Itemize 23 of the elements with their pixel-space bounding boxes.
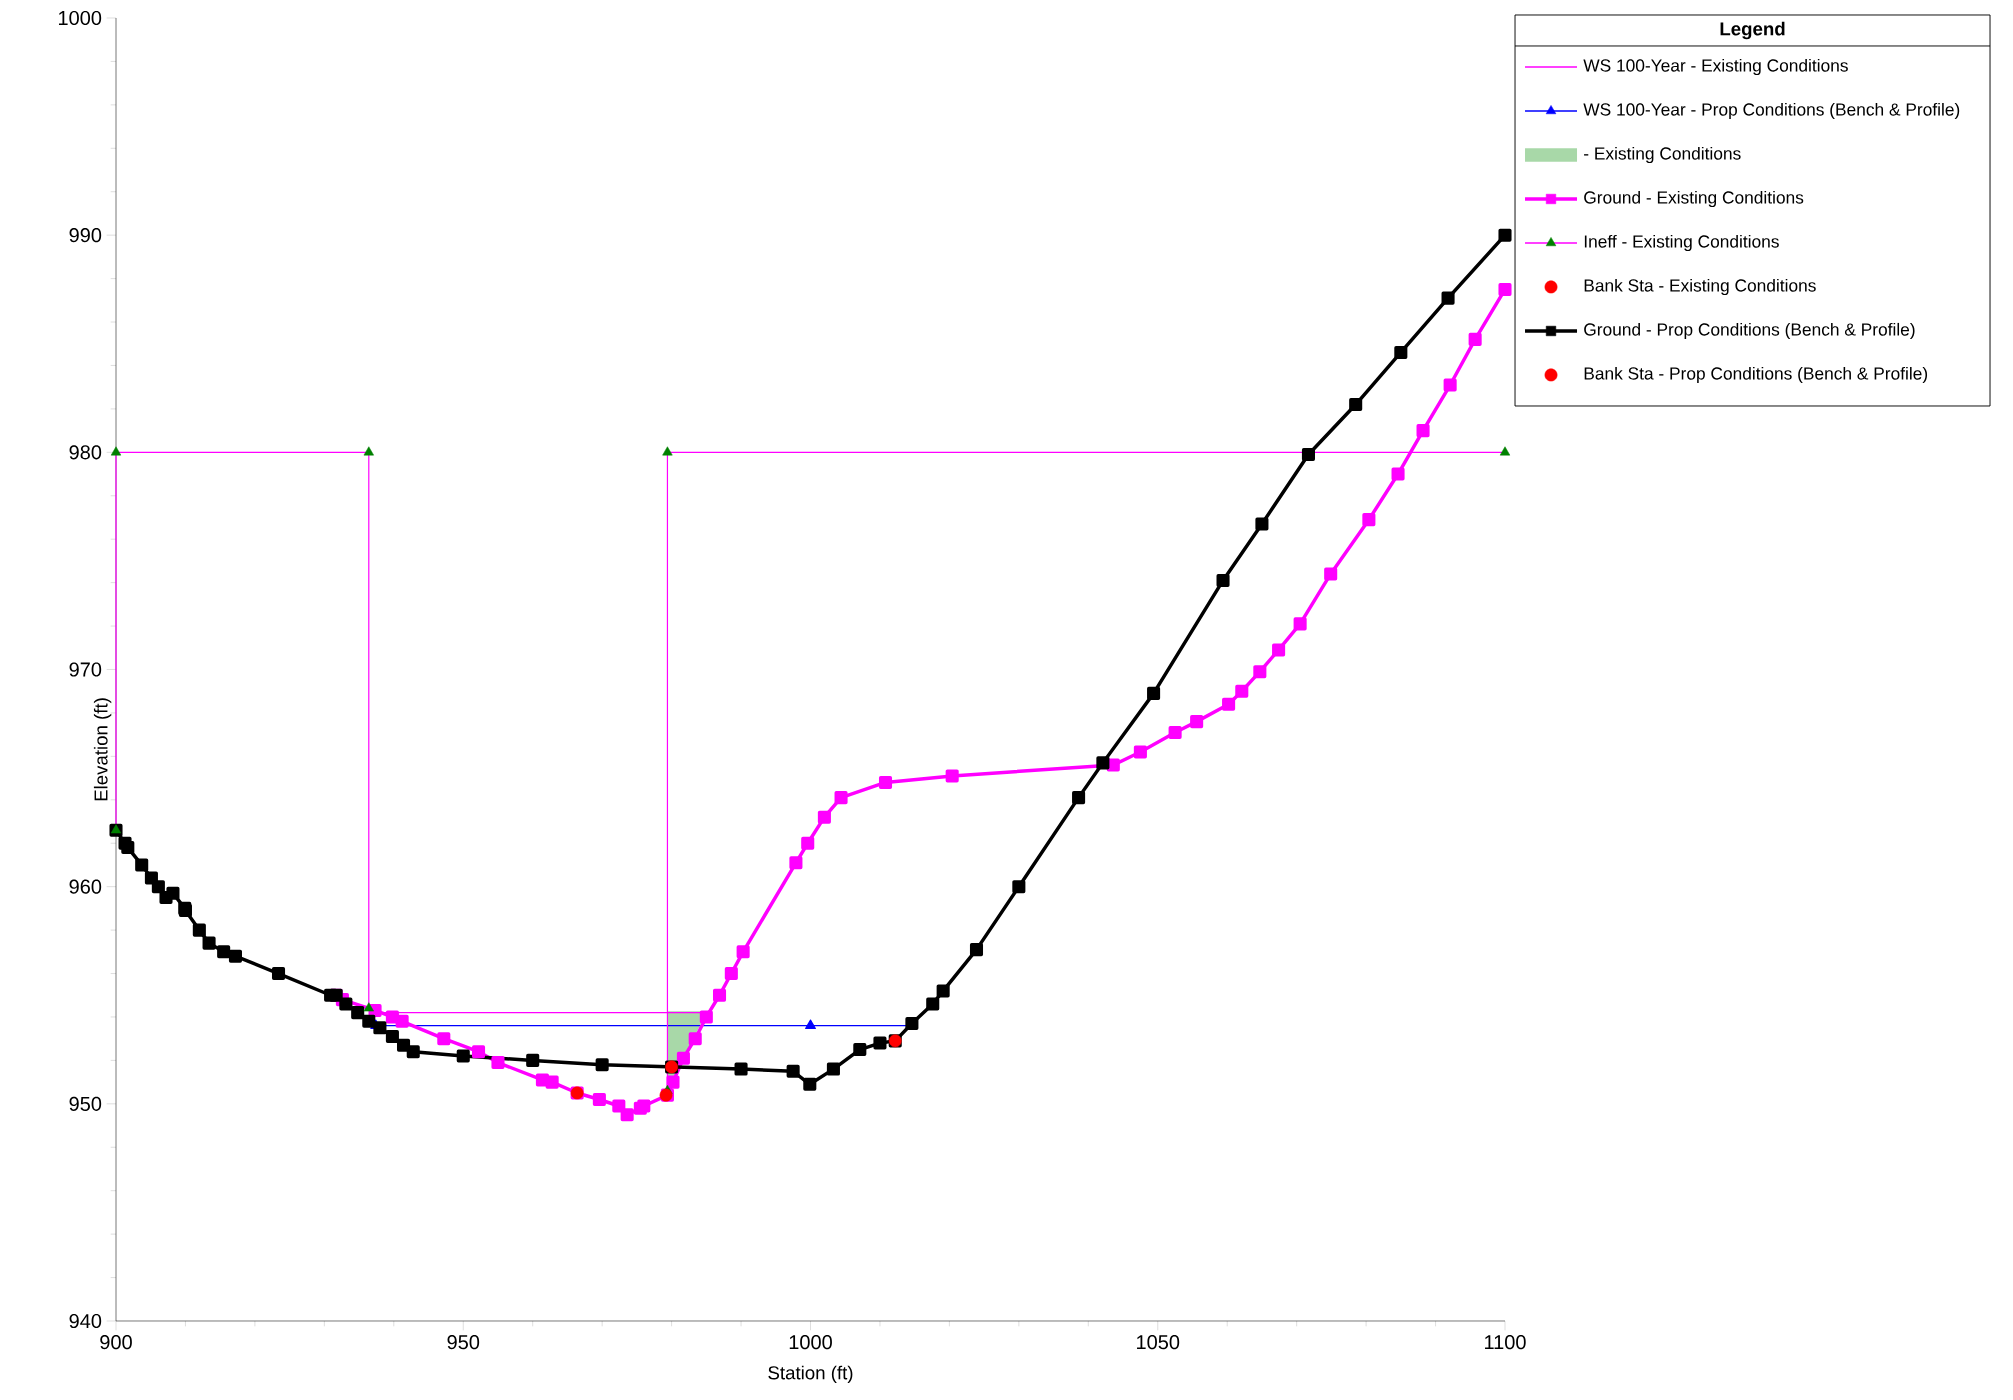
y-tick-label: 950	[69, 1096, 102, 1111]
legend-label: Bank Sta - Existing Conditions	[1584, 278, 1816, 296]
legend-label: Bank Sta - Prop Conditions (Bench & Profile)	[1584, 366, 1928, 384]
legend-title: Legend	[1720, 21, 1785, 40]
y-tick-label: 990	[69, 228, 102, 243]
y-tick-label: 970	[69, 662, 102, 677]
x-tick-label: 1050	[1137, 1335, 1180, 1350]
y-tick-label: 1000	[59, 10, 102, 26]
y-tick-label: 940	[69, 1313, 102, 1329]
x-tick-label: 900	[100, 1335, 132, 1350]
x-tick-label: 1100	[1485, 1335, 1526, 1350]
legend-label: - Existing Conditions	[1584, 146, 1741, 164]
x-tick-label: 1000	[789, 1335, 832, 1350]
legend-label: Ground - Existing Conditions	[1584, 190, 1804, 208]
x-tick-label: 950	[447, 1335, 480, 1350]
legend-label: WS 100-Year - Prop Conditions (Bench & Profile)	[1583, 102, 1960, 120]
y-axis-title: Elevation (ft)	[93, 698, 112, 801]
legend-label: Ineff - Existing Conditions	[1584, 234, 1779, 252]
legend-label: Ground - Prop Conditions (Bench & Profile)	[1584, 322, 1915, 340]
x-axis-title: Station (ft)	[768, 1365, 853, 1384]
y-tick-label: 960	[69, 879, 102, 894]
legend-label: WS 100-Year - Existing Conditions	[1583, 58, 1848, 76]
y-tick-label: 980	[69, 445, 102, 460]
